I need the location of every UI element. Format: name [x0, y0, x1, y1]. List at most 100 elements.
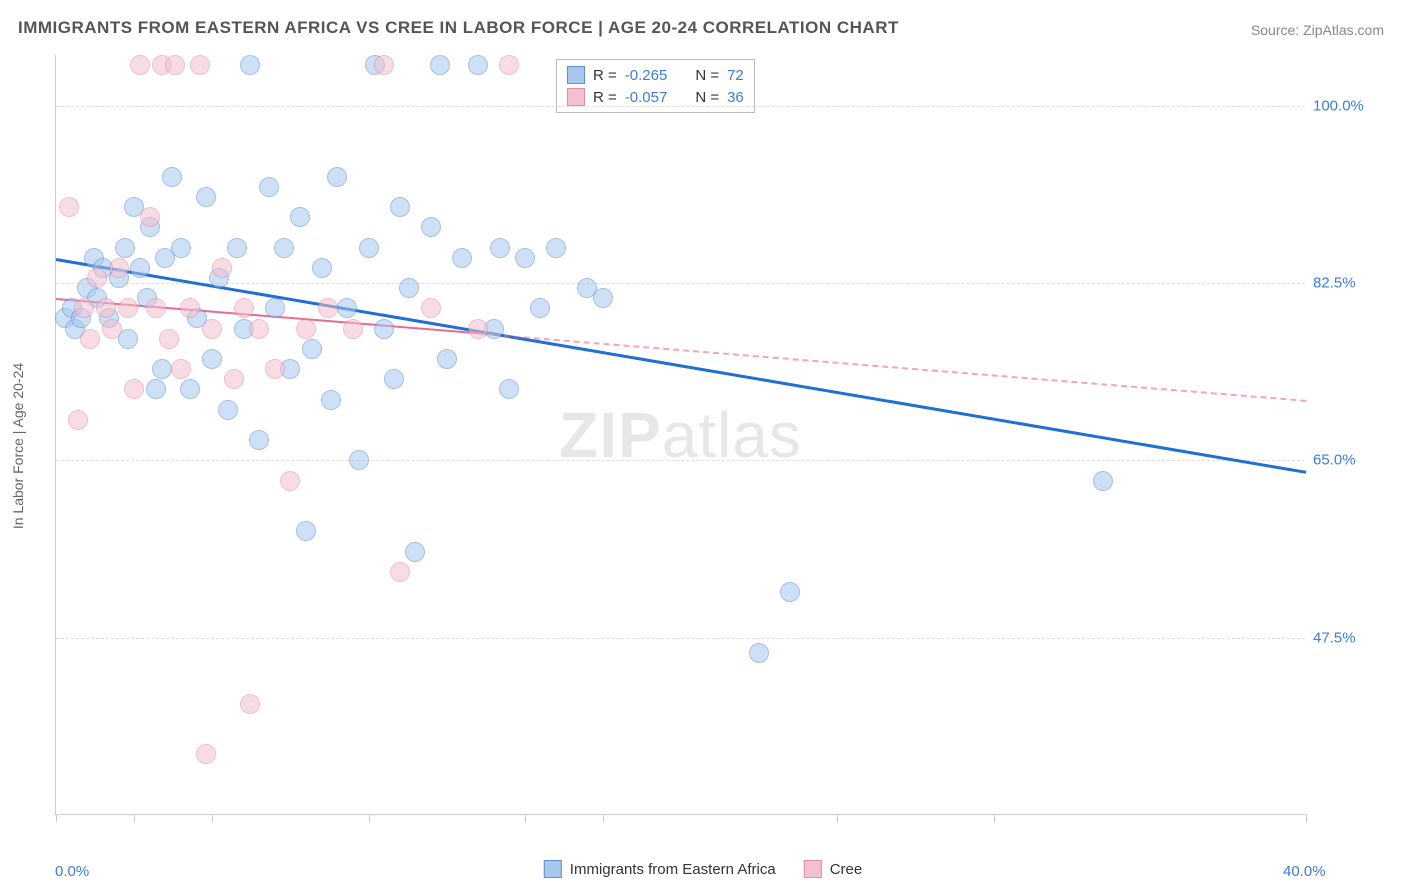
- data-point-series-0: [374, 319, 394, 339]
- gridline: [56, 283, 1305, 284]
- data-point-series-1: [224, 369, 244, 389]
- data-point-series-1: [96, 298, 116, 318]
- data-point-series-1: [468, 319, 488, 339]
- n-value-1: 36: [727, 89, 744, 106]
- data-point-series-0: [593, 288, 613, 308]
- data-point-series-0: [302, 339, 322, 359]
- trend-line-dashed-1: [493, 334, 1306, 402]
- x-tick: [994, 814, 995, 822]
- data-point-series-1: [265, 359, 285, 379]
- data-point-series-1: [102, 319, 122, 339]
- plot-area: ZIPatlas R = -0.265 N = 72 R = -0.057 N …: [55, 55, 1305, 815]
- data-point-series-0: [202, 349, 222, 369]
- data-point-series-0: [171, 238, 191, 258]
- data-point-series-1: [74, 298, 94, 318]
- data-point-series-0: [296, 521, 316, 541]
- data-point-series-1: [190, 55, 210, 75]
- data-point-series-1: [159, 329, 179, 349]
- bottom-legend: Immigrants from Eastern Africa Cree: [544, 860, 862, 878]
- data-point-series-0: [421, 217, 441, 237]
- data-point-series-1: [196, 744, 216, 764]
- n-label: N =: [695, 89, 719, 106]
- data-point-series-1: [118, 298, 138, 318]
- data-point-series-0: [115, 238, 135, 258]
- data-point-series-0: [290, 207, 310, 227]
- data-point-series-0: [152, 359, 172, 379]
- data-point-series-1: [318, 298, 338, 318]
- data-point-series-0: [390, 197, 410, 217]
- swatch-series-0: [567, 66, 585, 84]
- x-tick: [1306, 814, 1307, 822]
- data-point-series-1: [87, 268, 107, 288]
- gridline: [56, 106, 1305, 107]
- data-point-series-1: [59, 197, 79, 217]
- data-point-series-1: [130, 55, 150, 75]
- x-tick: [134, 814, 135, 822]
- gridline: [56, 638, 1305, 639]
- r-label: R =: [593, 89, 617, 106]
- data-point-series-0: [515, 248, 535, 268]
- r-value-1: -0.057: [625, 89, 668, 106]
- legend-label-1: Cree: [830, 861, 863, 878]
- x-tick: [369, 814, 370, 822]
- data-point-series-1: [212, 258, 232, 278]
- data-point-series-0: [490, 238, 510, 258]
- data-point-series-1: [165, 55, 185, 75]
- data-point-series-1: [180, 298, 200, 318]
- data-point-series-1: [296, 319, 316, 339]
- data-point-series-1: [124, 379, 144, 399]
- x-tick: [525, 814, 526, 822]
- chart-title: IMMIGRANTS FROM EASTERN AFRICA VS CREE I…: [18, 18, 899, 38]
- data-point-series-1: [234, 298, 254, 318]
- x-tick: [603, 814, 604, 822]
- data-point-series-1: [240, 694, 260, 714]
- data-point-series-0: [218, 400, 238, 420]
- y-tick-label: 65.0%: [1313, 452, 1383, 469]
- data-point-series-0: [1093, 471, 1113, 491]
- data-point-series-1: [343, 319, 363, 339]
- data-point-series-1: [80, 329, 100, 349]
- data-point-series-1: [146, 298, 166, 318]
- data-point-series-0: [399, 278, 419, 298]
- data-point-series-0: [546, 238, 566, 258]
- data-point-series-0: [130, 258, 150, 278]
- x-tick: [837, 814, 838, 822]
- r-label: R =: [593, 67, 617, 84]
- r-value-0: -0.265: [625, 67, 668, 84]
- data-point-series-1: [202, 319, 222, 339]
- y-tick-label: 100.0%: [1313, 97, 1383, 114]
- data-point-series-0: [405, 542, 425, 562]
- data-point-series-1: [109, 258, 129, 278]
- data-point-series-0: [384, 369, 404, 389]
- data-point-series-1: [421, 298, 441, 318]
- data-point-series-1: [171, 359, 191, 379]
- legend-item-0: Immigrants from Eastern Africa: [544, 860, 776, 878]
- legend-label-0: Immigrants from Eastern Africa: [570, 861, 776, 878]
- x-tick: [212, 814, 213, 822]
- x-axis-min-label: 0.0%: [55, 863, 89, 880]
- swatch-series-1: [804, 860, 822, 878]
- swatch-series-1: [567, 88, 585, 106]
- x-axis-max-label: 40.0%: [1283, 863, 1326, 880]
- data-point-series-0: [274, 238, 294, 258]
- data-point-series-0: [321, 390, 341, 410]
- x-tick: [56, 814, 57, 822]
- data-point-series-0: [468, 55, 488, 75]
- data-point-series-0: [749, 643, 769, 663]
- n-label: N =: [695, 67, 719, 84]
- source-label: Source: ZipAtlas.com: [1251, 22, 1384, 38]
- data-point-series-0: [780, 582, 800, 602]
- data-point-series-0: [530, 298, 550, 318]
- data-point-series-1: [68, 410, 88, 430]
- data-point-series-0: [499, 379, 519, 399]
- data-point-series-0: [259, 177, 279, 197]
- swatch-series-0: [544, 860, 562, 878]
- gridline: [56, 460, 1305, 461]
- data-point-series-0: [452, 248, 472, 268]
- legend-item-1: Cree: [804, 860, 863, 878]
- data-point-series-0: [265, 298, 285, 318]
- data-point-series-0: [359, 238, 379, 258]
- n-value-0: 72: [727, 67, 744, 84]
- data-point-series-0: [249, 430, 269, 450]
- data-point-series-0: [437, 349, 457, 369]
